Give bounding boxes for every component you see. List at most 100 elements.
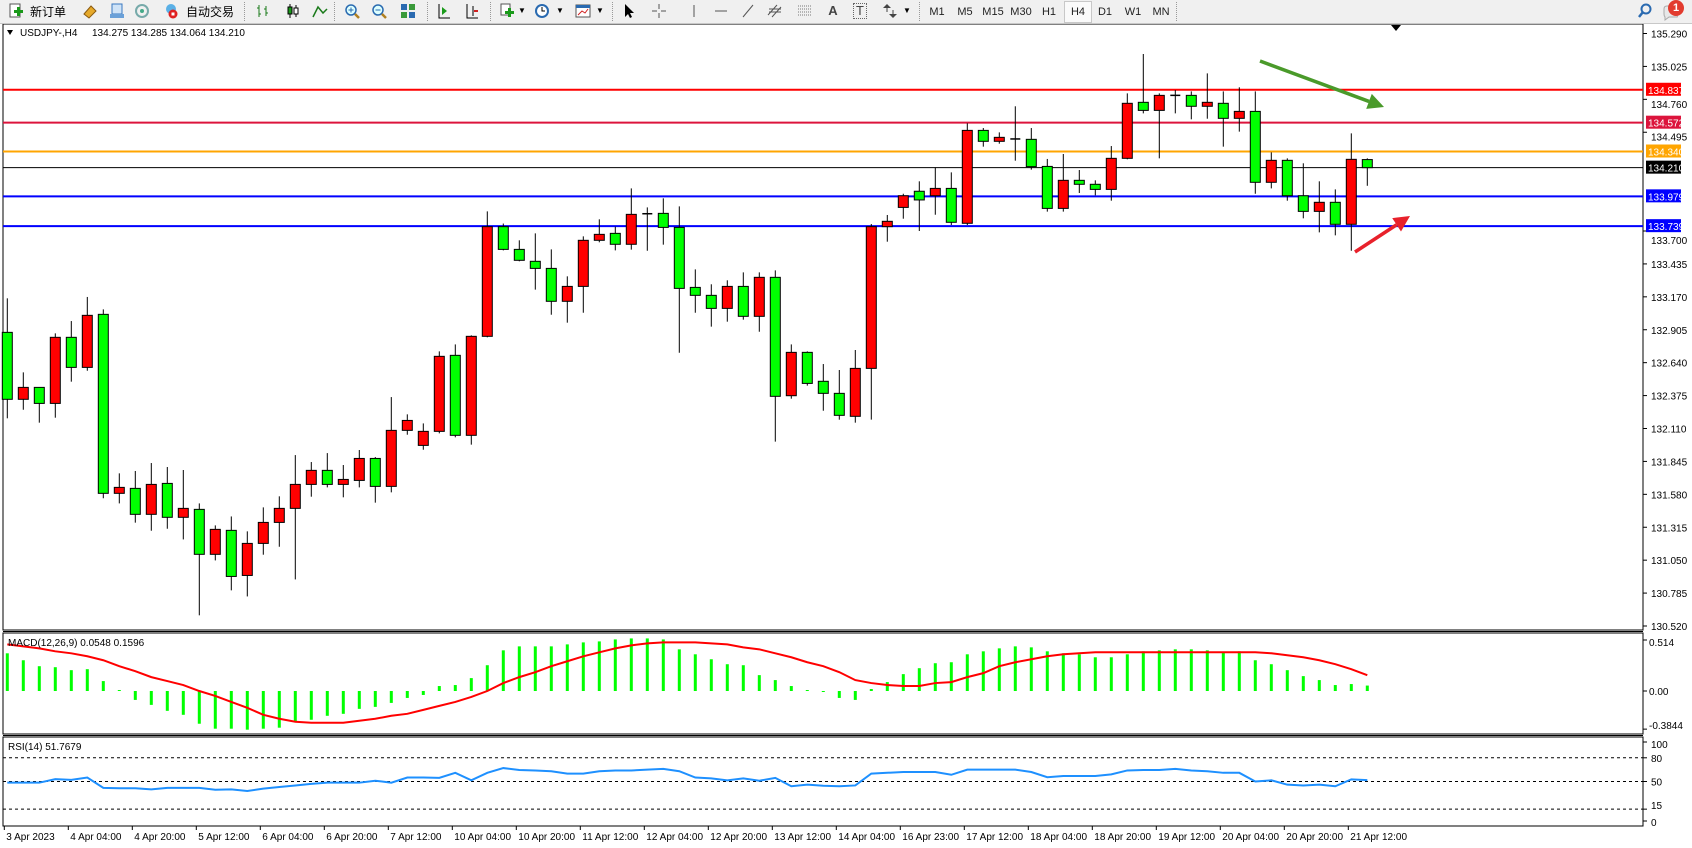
candle-body (449, 354, 461, 436)
time-axis-label: 16 Apr 23:00 (902, 832, 959, 843)
timeframe-h4[interactable]: H4 (1064, 1, 1092, 23)
text-icon[interactable]: A (828, 3, 838, 18)
chart-menu-triangle-icon[interactable] (7, 30, 13, 35)
candle (209, 525, 221, 561)
candle (1153, 93, 1165, 159)
zoom-in-icon[interactable] (344, 3, 360, 19)
candle-body (1233, 110, 1245, 119)
candle (1313, 181, 1325, 233)
macd-histogram-bar (85, 669, 89, 691)
timeframe-m5[interactable]: M5 (957, 5, 973, 18)
candle-body (929, 187, 941, 197)
macd-histogram-bar (1333, 685, 1337, 691)
arrows-dropdown-arrow[interactable]: ▼ (903, 6, 911, 15)
candle (833, 369, 845, 420)
price-level-tag (1646, 82, 1681, 96)
templates-dropdown-arrow[interactable]: ▼ (596, 6, 604, 15)
auto-trading-button[interactable]: 自动交易 (185, 4, 234, 19)
time-axis-label: 20 Apr 20:00 (1286, 832, 1343, 843)
templates-icon[interactable] (575, 3, 591, 19)
macd-histogram-bar (1141, 651, 1145, 691)
signals-icon[interactable] (134, 3, 150, 19)
chart-symbol-label: USDJPY-,H4 (20, 28, 78, 39)
price-level-tag-label: 134.572 (1648, 119, 1685, 130)
candle-body (241, 542, 253, 576)
vertical-line-icon[interactable] (686, 3, 702, 19)
price-axis-label: 133.435 (1651, 260, 1688, 271)
red-up-arrow[interactable] (1354, 216, 1410, 254)
arrows-icon[interactable] (882, 3, 898, 19)
candle-body (945, 187, 957, 223)
green-down-arrow[interactable] (1259, 59, 1384, 109)
timeframe-h1[interactable]: H1 (1041, 5, 1057, 18)
auto-trading-icon[interactable] (163, 3, 179, 19)
channel-icon[interactable] (767, 3, 783, 19)
candle (449, 344, 461, 438)
candle (785, 344, 797, 399)
candle (481, 211, 493, 338)
macd-histogram-bar (37, 666, 41, 691)
notification-badge[interactable]: 1 (1668, 0, 1684, 16)
periods-icon[interactable] (534, 3, 550, 19)
candle-body (577, 239, 589, 287)
navigator-icon[interactable] (109, 3, 125, 19)
candle-body (33, 386, 45, 404)
chart-shift-icon[interactable] (436, 3, 452, 19)
indicators-icon[interactable] (499, 3, 515, 19)
macd-axis-label: 0.514 (1649, 638, 1674, 649)
toolbar-separator (244, 2, 245, 21)
candle (305, 462, 317, 497)
candle-body (977, 129, 989, 142)
macd-histogram-bar (229, 691, 233, 729)
tile-windows-icon[interactable] (400, 3, 416, 19)
fibonacci-icon[interactable] (797, 3, 813, 19)
candle-body (737, 285, 749, 317)
timeframe-m15[interactable]: M15 (982, 5, 1004, 18)
candle (609, 226, 621, 251)
macd-histogram-bar (757, 675, 761, 691)
new-order-button[interactable]: 新订单 (29, 4, 66, 19)
text-label-icon[interactable]: T (853, 3, 867, 19)
crosshair-icon[interactable] (651, 3, 667, 19)
periods-dropdown-arrow[interactable]: ▼ (556, 6, 564, 15)
candle-body (689, 286, 701, 296)
time-axis-label: 3 Apr 2023 (6, 832, 55, 843)
timeframe-mn[interactable]: MN (1152, 5, 1170, 18)
candle-body (1137, 101, 1149, 111)
price-axis-label: 130.520 (1651, 622, 1688, 633)
trendline-icon[interactable] (740, 3, 756, 19)
candle-body (897, 195, 909, 208)
bar-chart-icon[interactable] (255, 3, 271, 19)
candle-body (209, 528, 221, 555)
timeframe-m1[interactable]: M1 (929, 5, 945, 18)
candle-body (401, 419, 413, 431)
price-axis-label: 133.700 (1651, 236, 1688, 247)
zoom-out-icon[interactable] (371, 3, 387, 19)
timeframe-w1[interactable]: W1 (1124, 5, 1142, 18)
candle-body (257, 521, 269, 544)
candle (673, 206, 685, 353)
candle (1281, 158, 1293, 201)
candle-body (369, 457, 381, 487)
candlestick-icon[interactable] (285, 3, 301, 19)
chart-shift-marker-icon[interactable] (1391, 25, 1401, 31)
candle (417, 423, 429, 450)
cursor-icon[interactable] (621, 3, 637, 19)
price-level-tag-label: 134.837 (1648, 86, 1685, 97)
autoscroll-icon[interactable] (464, 3, 480, 19)
macd-histogram-bar (69, 670, 73, 691)
market-watch-icon[interactable] (82, 3, 98, 19)
timeframe-d1[interactable]: D1 (1097, 5, 1113, 18)
search-icon[interactable] (1637, 3, 1653, 19)
indicators-dropdown-arrow[interactable]: ▼ (518, 6, 526, 15)
horizontal-line-icon[interactable] (713, 3, 729, 19)
line-chart-icon[interactable] (312, 3, 328, 19)
toolbar: 新订单 自动交易 ▼ ▼ ▼ A T ▼ M1 M5 M15 M30 H1 H4 D1 W1 M… (0, 0, 1692, 24)
toolbar-separator (427, 2, 428, 21)
timeframe-m30[interactable]: M30 (1010, 5, 1032, 18)
candle-body (417, 430, 429, 446)
new-order-icon[interactable] (8, 3, 24, 19)
candle (433, 351, 445, 434)
candle-body (193, 508, 205, 555)
